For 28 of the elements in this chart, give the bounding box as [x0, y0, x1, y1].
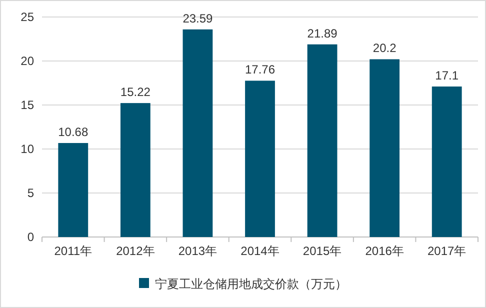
- data-label: 17.76: [244, 62, 276, 77]
- x-tick-label: 2011年: [54, 244, 92, 258]
- bar: [120, 103, 150, 237]
- data-label: 21.89: [307, 26, 338, 40]
- x-tick-label: 2017年: [428, 244, 466, 258]
- legend-label: 宁夏工业仓储用地成交价款（万元）: [155, 277, 347, 291]
- data-label: 10.68: [58, 125, 88, 140]
- bar: [58, 143, 88, 237]
- y-tick-label: 5: [27, 186, 34, 200]
- y-tick-label: 0: [27, 230, 34, 244]
- y-tick-label: 10: [20, 142, 34, 156]
- y-tick-label: 25: [20, 10, 34, 24]
- y-tick-label: 20: [20, 54, 34, 68]
- bar: [307, 44, 338, 237]
- x-tick-label: 2016年: [365, 244, 404, 258]
- bar: [370, 59, 400, 237]
- data-label: 15.22: [120, 85, 151, 100]
- x-tick-label: 2013年: [178, 244, 218, 258]
- y-tick-label: 15: [20, 98, 34, 112]
- x-tick-label: 2012年: [116, 244, 155, 258]
- data-label: 17.1: [435, 68, 459, 83]
- bar: [182, 29, 213, 237]
- x-tick-label: 2015年: [302, 244, 342, 258]
- data-label: 20.2: [372, 41, 397, 56]
- bar: [245, 80, 275, 237]
- data-label: 23.59: [182, 11, 214, 26]
- x-tick-label: 2014年: [240, 244, 280, 258]
- bar: [432, 86, 462, 237]
